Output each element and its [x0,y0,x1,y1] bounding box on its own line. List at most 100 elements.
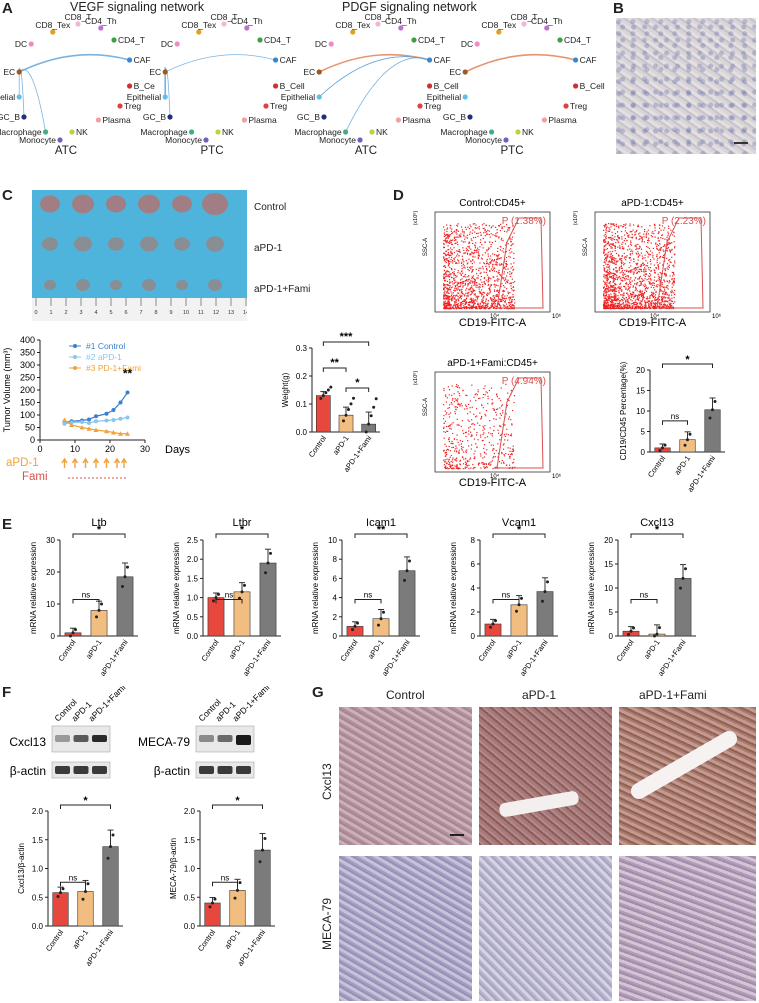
flow-event [477,277,479,279]
flow-event [607,261,609,263]
flow-event [465,306,468,308]
flow-event [633,302,635,304]
flow-event [624,279,626,281]
flow-event [445,461,447,463]
flow-event [470,435,472,438]
flow-event [500,263,502,266]
flow-event [509,252,511,254]
flow-event [456,253,459,255]
flow-event [504,300,507,302]
flow-event [481,299,483,301]
flow-event [663,296,665,298]
flow-event [608,290,610,293]
flow-event [640,294,643,296]
flow-event [629,231,631,233]
flow-event [468,464,470,466]
flow-event [671,289,673,291]
flow-event [614,305,616,308]
network-node-label: EC [303,67,315,77]
flow-event [610,301,613,303]
flow-event [477,389,479,391]
flow-event [613,223,615,225]
flow-event [615,296,617,298]
flow-event [469,287,472,289]
flow-event [617,277,619,279]
data-point [100,602,103,606]
flow-event [487,229,489,232]
flow-event [486,260,488,262]
flow-event [651,236,653,238]
x-tick-label: 10 [70,444,80,454]
flow-event [459,251,461,253]
flow-event [449,424,451,426]
flow-event [448,295,450,297]
flow-event [490,277,492,280]
flow-event [452,239,454,241]
flow-event [664,304,667,306]
flow-event [485,230,488,233]
flow-event [640,291,642,293]
flow-event [614,288,616,290]
flow-event [474,227,476,229]
x-axis-label: CD19-FITC-A [619,317,687,329]
network-node [328,41,334,47]
flow-event [667,268,669,270]
flow-event [611,272,613,274]
flow-event [606,280,608,282]
flow-event [503,298,505,300]
data-point [62,417,67,422]
bar [52,892,69,927]
flow-event [465,298,467,300]
flow-event [468,460,470,462]
flow-event [460,303,462,305]
flow-event [488,230,490,232]
flow-event [641,236,643,238]
flow-event [489,241,491,243]
flow-event [644,303,647,305]
y-tick-label: 0 [333,632,338,641]
flow-event [606,274,608,276]
flow-event [504,266,506,268]
flow-event [489,291,491,294]
data-point [97,608,101,612]
flow-event [621,277,623,279]
flow-event [487,395,489,397]
flow-event [477,303,479,306]
network-node [263,103,269,109]
flow-event [633,291,635,293]
flow-event [448,279,451,281]
flow-event [608,297,610,300]
flow-event [452,307,454,309]
flow-event [662,249,664,251]
flow-event [456,465,458,468]
flow-event [450,258,452,261]
flow-event [641,280,644,283]
flow-event [623,277,626,280]
significance-label: ns [364,591,372,600]
flow-event [612,257,614,260]
flow-event [607,304,609,306]
flow-event [446,284,448,286]
flow-event [636,267,638,269]
ruler-number: 13 [228,310,234,316]
flow-event [479,241,482,244]
flow-event [456,434,458,436]
flow-event [491,305,493,307]
flow-event [446,462,448,464]
flow-event [453,393,455,395]
flow-event [480,455,482,457]
flow-event [480,267,482,269]
flow-event [457,230,460,232]
flow-event [616,261,618,263]
flow-event [615,307,617,309]
flow-event [648,247,651,250]
flow-event [454,260,456,262]
flow-event [638,276,640,279]
flow-event [481,295,483,297]
flow-event [662,245,664,248]
flow-event [454,297,456,299]
flow-event [466,466,468,469]
flow-event [604,257,607,260]
flow-event [449,282,451,284]
